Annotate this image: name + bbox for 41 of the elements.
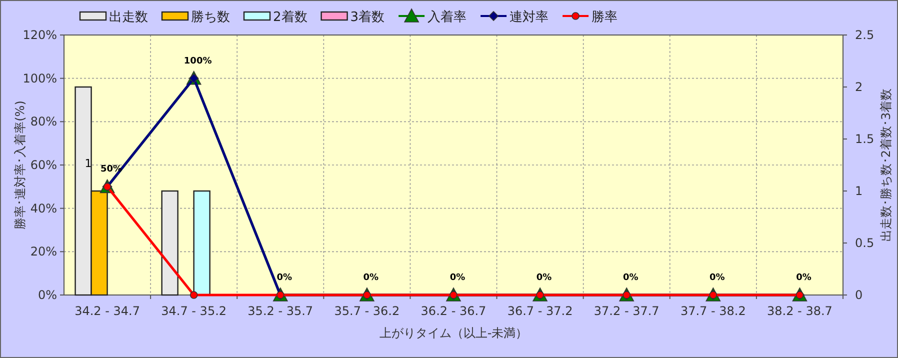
y-tick-label: 80%: [30, 114, 57, 129]
legend-label: 勝率: [592, 9, 618, 25]
y2-axis-title: 出走数･勝ち数･2着数･3着数: [879, 88, 893, 242]
y-tick-label: 60%: [30, 158, 57, 172]
y-tick-label: 20%: [30, 244, 57, 259]
y-tick-label: 120%: [22, 28, 57, 42]
x-tick-label: 38.2 - 38.7: [767, 304, 832, 318]
x-tick-label: 34.7 - 35.2: [161, 304, 227, 318]
data-label: 0%: [622, 273, 638, 283]
legend-label: 勝ち数: [191, 10, 230, 25]
y2-tick-label: 1: [855, 184, 863, 198]
point: [190, 291, 198, 299]
y2-tick-label: 2: [855, 80, 863, 94]
legend-label: 3着数: [350, 9, 385, 25]
y-tick-label: 0%: [38, 288, 57, 302]
x-tick-label: 34.2 - 34.7: [74, 304, 140, 318]
data-label: 0%: [536, 273, 552, 283]
legend-label: 入着率: [428, 9, 467, 25]
x-tick-label: 35.2 - 35.7: [248, 304, 314, 318]
legend-label: 出走数: [109, 10, 148, 25]
y2-tick-label: 1.5: [855, 132, 874, 146]
data-label: 100%: [184, 56, 212, 66]
x-axis-title: 上がりタイム（以上-未満）: [379, 326, 528, 340]
x-tick-label: 35.7 - 36.2: [334, 304, 400, 318]
data-label: 0%: [276, 273, 292, 283]
legend-label: 連対率: [510, 9, 549, 25]
y2-tick-label: 0: [855, 288, 863, 302]
y2-tick-label: 0.5: [855, 236, 874, 250]
data-label: 0%: [363, 273, 379, 283]
y-tick-label: 100%: [22, 71, 57, 86]
y-tick-label: 40%: [30, 201, 57, 216]
data-label: 0%: [796, 273, 812, 283]
x-tick-label: 36.7 - 37.2: [507, 304, 573, 318]
data-label: 0%: [450, 273, 466, 283]
x-tick-label: 36.2 - 36.7: [420, 304, 486, 318]
x-tick-label: 37.7 - 38.2: [680, 304, 746, 318]
data-label: 0%: [710, 273, 725, 283]
x-tick-label: 37.2 - 37.7: [594, 304, 660, 318]
y-axis-title: 勝率･連対率･入着率(%): [13, 100, 27, 230]
legend-label: 2着数: [273, 9, 308, 25]
y2-tick-label: 2.5: [855, 28, 874, 42]
